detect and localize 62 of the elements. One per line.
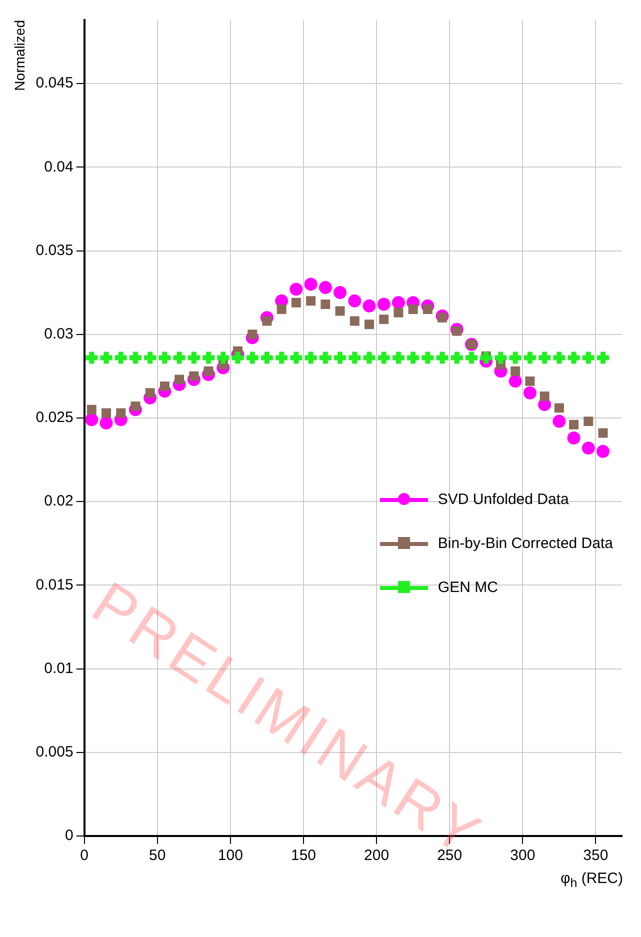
x-tick-label: 50 — [149, 847, 166, 864]
point — [584, 416, 594, 426]
point — [145, 388, 155, 398]
point — [348, 294, 362, 308]
point — [379, 314, 389, 324]
point — [318, 281, 332, 294]
x-tick-label: 100 — [218, 847, 243, 864]
x-tick-label: 350 — [583, 847, 608, 864]
point — [85, 413, 98, 426]
y-tick-label: 0.025 — [36, 409, 74, 426]
x-tick-label: 250 — [437, 847, 462, 864]
point — [394, 308, 404, 318]
point — [569, 420, 579, 430]
point — [174, 374, 184, 384]
point — [362, 299, 376, 312]
y-tick-label: 0.015 — [36, 576, 74, 594]
point — [160, 381, 170, 391]
y-axis-title: Normalized — [11, 20, 28, 91]
point — [86, 404, 96, 414]
y-tick-label: 0.02 — [44, 492, 74, 510]
point — [540, 391, 550, 401]
point — [552, 414, 566, 428]
y-tick-label: 0.045 — [36, 74, 74, 92]
point — [116, 408, 126, 418]
point — [582, 442, 595, 455]
point — [377, 298, 390, 311]
x-tick-label: 300 — [510, 847, 536, 864]
x-tick-label: 150 — [290, 847, 316, 864]
y-tick-label: 0.01 — [44, 660, 74, 677]
point — [304, 278, 318, 291]
point — [596, 444, 610, 458]
point — [102, 408, 111, 418]
point — [525, 376, 535, 386]
point — [334, 286, 347, 300]
x-axis-title: φ$_{h}$ (REC) — [560, 870, 623, 890]
y-tick-label: 0.005 — [36, 744, 74, 761]
y-tick-label: 0.04 — [44, 158, 74, 176]
y-tick-label: 0.035 — [36, 242, 74, 259]
point — [567, 432, 580, 445]
x-tick-label: 0 — [80, 847, 89, 864]
point — [306, 296, 316, 306]
y-tick-label: 0 — [64, 827, 74, 844]
point — [290, 282, 303, 296]
point — [408, 304, 418, 314]
point — [510, 366, 520, 376]
point — [291, 298, 301, 308]
point — [392, 296, 405, 310]
point — [335, 306, 345, 316]
y-tick-label: 0.03 — [44, 326, 74, 342]
legend-label: Bin-by-Bin Corrected Data — [436, 534, 613, 554]
point — [276, 304, 286, 314]
point — [204, 366, 214, 376]
point — [523, 386, 536, 400]
point — [364, 320, 374, 330]
point — [350, 316, 360, 326]
point — [100, 416, 113, 430]
legend-label: SVD Unfolded Data — [436, 490, 570, 510]
point — [508, 374, 522, 388]
point — [320, 300, 330, 310]
x-tick-label: 200 — [364, 847, 390, 864]
point — [554, 403, 564, 413]
point — [598, 428, 608, 438]
